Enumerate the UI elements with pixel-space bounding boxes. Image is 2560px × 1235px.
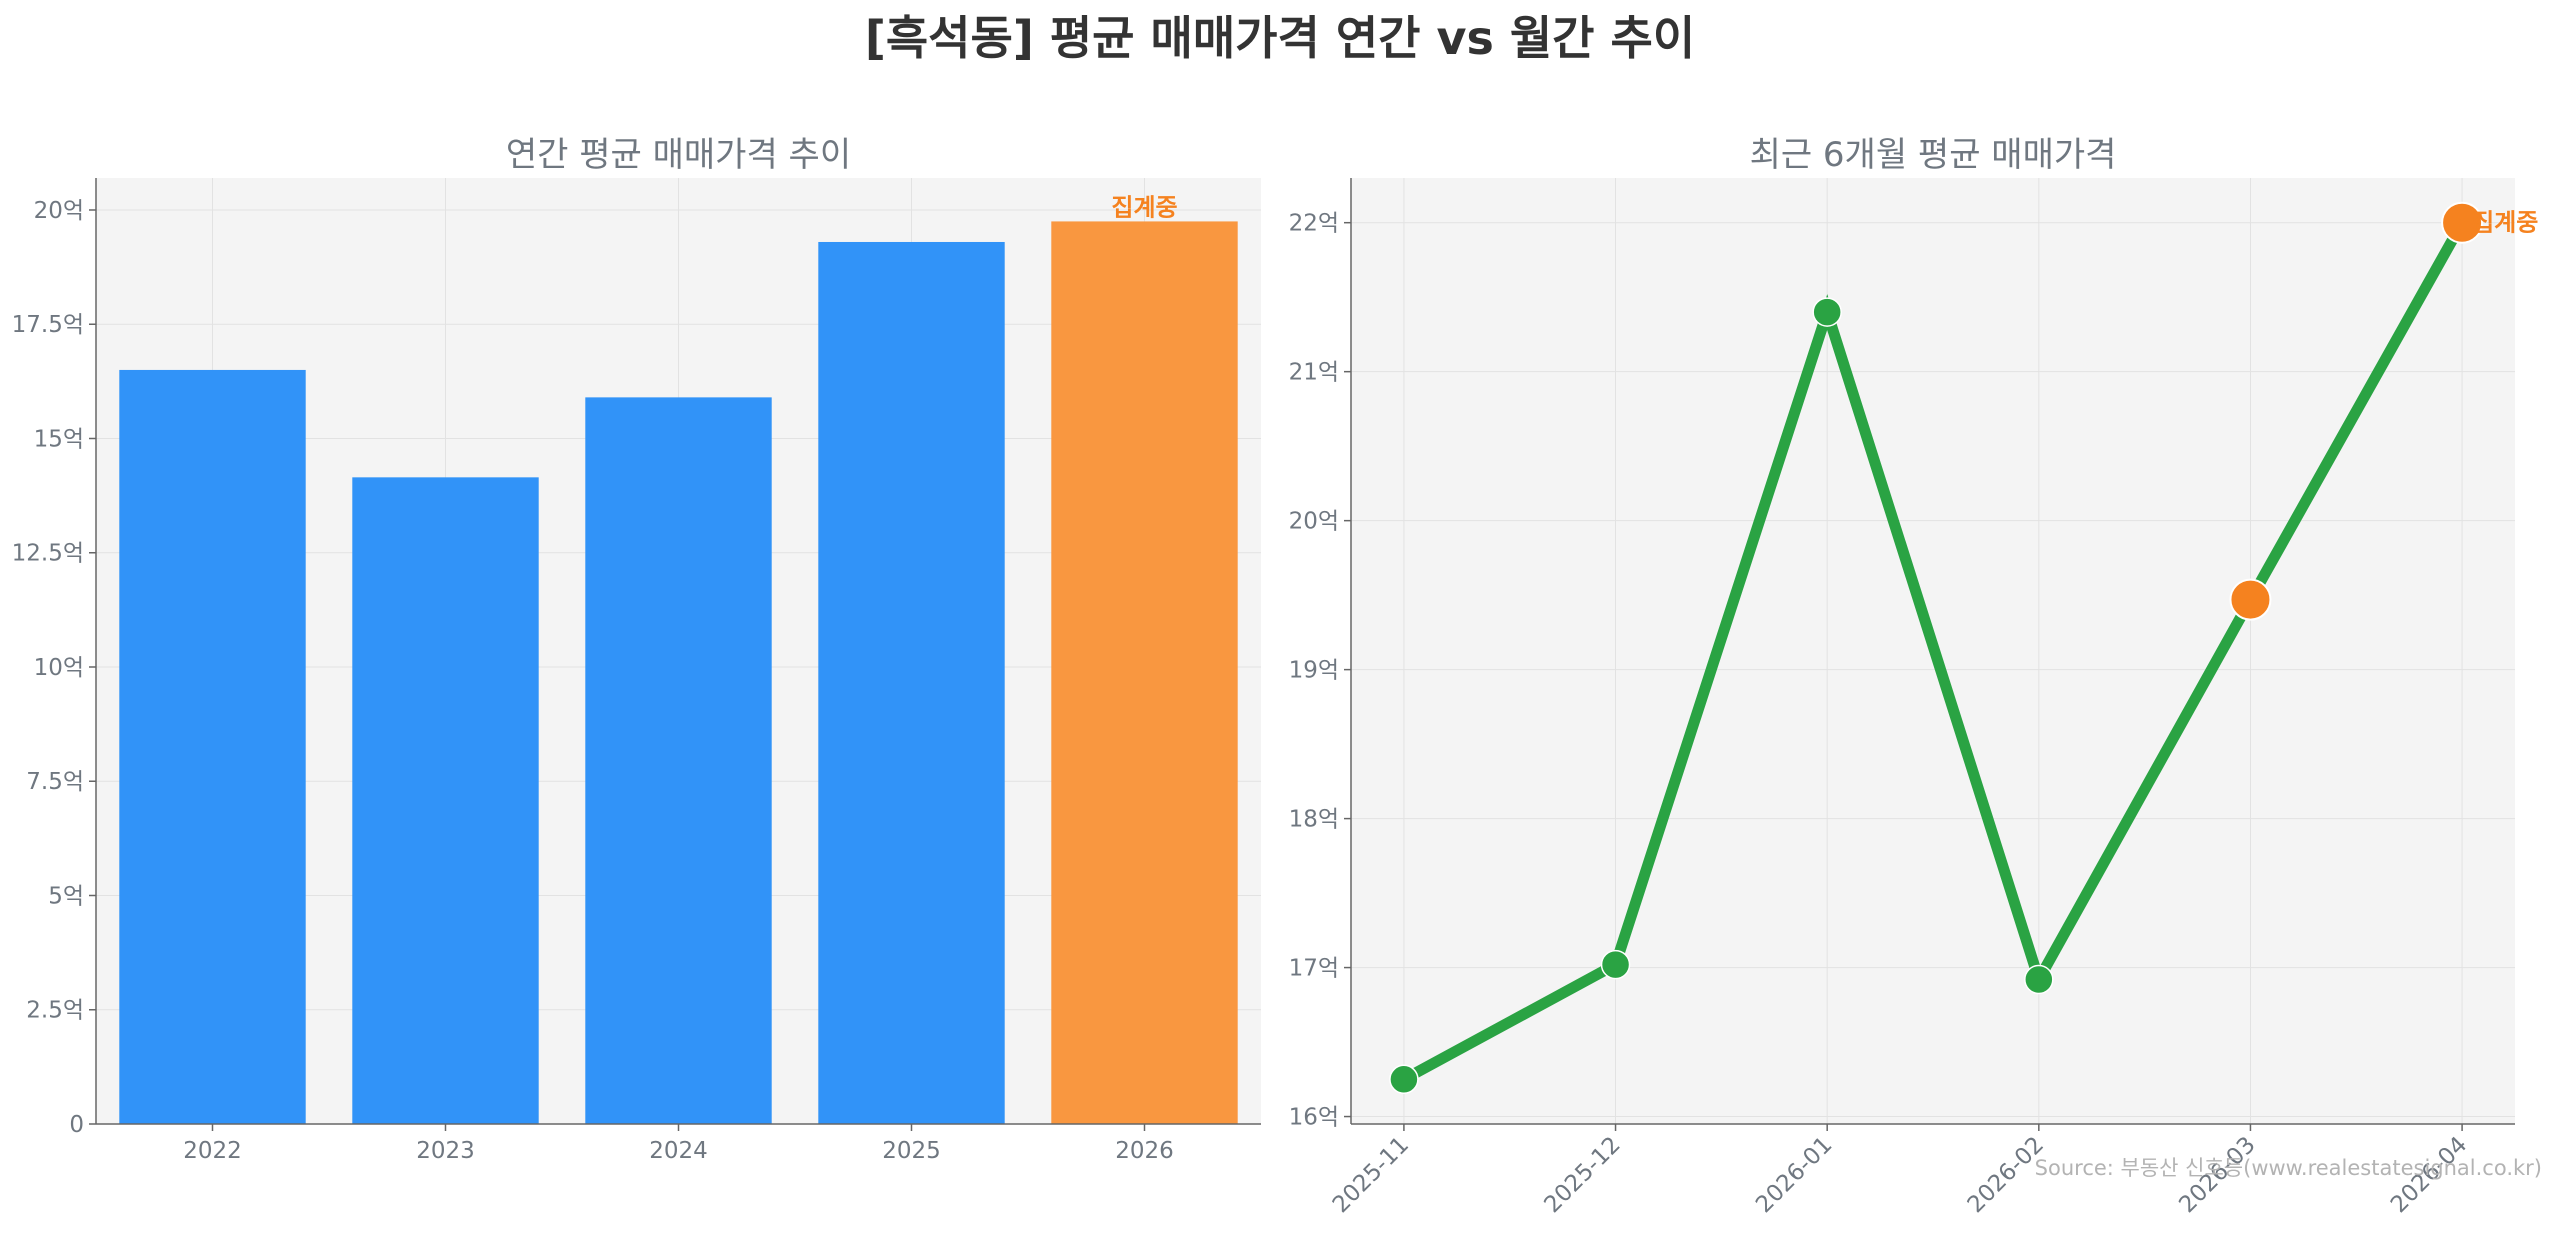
monthly-chart-title: 최근 6개월 평균 매매가격: [1750, 135, 2117, 175]
source-credit: Source: 부동산 신호등(www.realestatesignal.co.…: [2034, 1156, 2542, 1180]
annual-x-tick-label: 2026: [1115, 1138, 1174, 1164]
annual-axes: 0 2.5억 5억 7.5억 10억 12.5억 15억 17.5억 20억 2022 2023 20…: [12, 178, 1261, 1164]
annual-y-tick-label: 20억: [34, 198, 84, 224]
bar-2024: [585, 397, 772, 1124]
monthly-series: [1389, 201, 2484, 1095]
monthly-line-chart: 16억 17억 18억 19억 20억 21억 22억 2025-11 2025-12 2026-…: [1289, 135, 2539, 1218]
point-2026-03: [2229, 578, 2272, 621]
point-2026-04: [2441, 201, 2484, 244]
monthly-x-tick-label: 2025-12: [1539, 1132, 1625, 1218]
monthly-y-tick-label: 17억: [1289, 956, 1339, 982]
point-2026-01: [1812, 297, 1842, 327]
annual-y-tick-label: 5억: [48, 883, 84, 909]
annual-x-tick-label: 2025: [882, 1138, 941, 1164]
monthly-annotation: 집계중: [2472, 209, 2538, 237]
annual-x-tick-label: 2023: [416, 1138, 475, 1164]
annual-x-tick-label: 2024: [649, 1138, 708, 1164]
monthly-x-tick-label: 2026-01: [1751, 1132, 1837, 1218]
annual-bar-chart: 0 2.5억 5억 7.5억 10억 12.5억 15억 17.5억 20억 2022 2023 20…: [12, 135, 1261, 1164]
annual-bars: [119, 221, 1238, 1125]
monthly-y-tick-label: 16억: [1289, 1105, 1339, 1131]
annual-y-tick-label: 2.5억: [26, 998, 84, 1024]
bar-2025: [818, 241, 1005, 1124]
annual-y-tick-label: 0: [69, 1112, 84, 1138]
annual-y-tick-label: 17.5억: [12, 312, 84, 338]
bar-2023: [352, 477, 539, 1125]
annual-annotation: 집계중: [1111, 193, 1177, 221]
monthly-y-tick-label: 18억: [1289, 807, 1339, 833]
point-2025-11: [1389, 1064, 1419, 1095]
monthly-price-line: [1401, 220, 2467, 1085]
monthly-y-tick-label: 21억: [1289, 360, 1339, 386]
annual-y-tick-label: 10억: [34, 655, 84, 681]
annual-y-tick-label: 7.5억: [26, 769, 84, 795]
annual-y-tick-label: 12.5억: [12, 541, 84, 567]
main-title: [흑석동] 평균 매매가격 연간 vs 월간 추이: [864, 11, 1696, 65]
bar-2022: [119, 369, 306, 1124]
monthly-grid: [1351, 178, 2515, 1124]
annual-x-tick-label: 2022: [183, 1138, 242, 1164]
monthly-y-tick-label: 19억: [1289, 658, 1339, 684]
annual-chart-title: 연간 평균 매매가격 추이: [506, 135, 851, 175]
bar-2026: [1051, 221, 1238, 1124]
point-2026-02: [2024, 964, 2054, 995]
monthly-x-tick-label: 2025-11: [1328, 1132, 1414, 1218]
monthly-y-tick-label: 22억: [1289, 211, 1339, 237]
monthly-y-tick-label: 20억: [1289, 509, 1339, 535]
point-2025-12: [1600, 949, 1631, 980]
annual-y-tick-label: 15억: [34, 426, 84, 452]
